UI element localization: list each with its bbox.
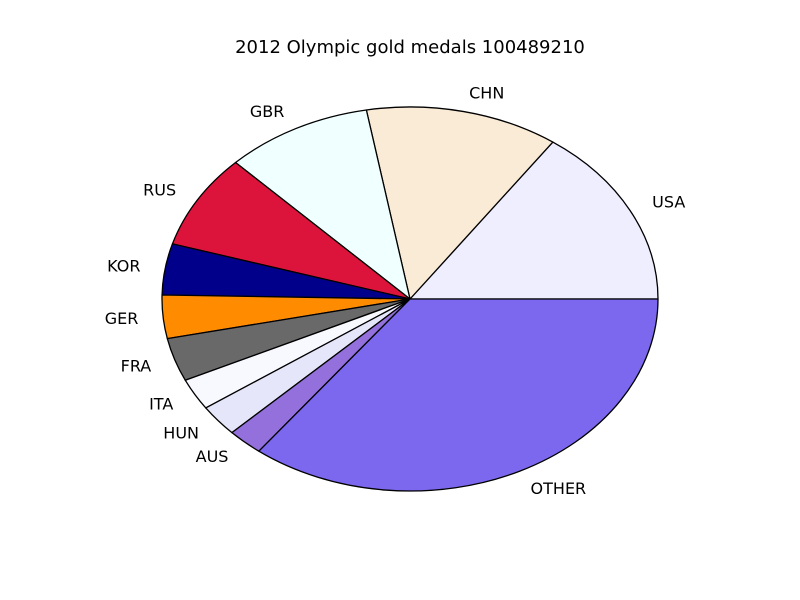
pie-labels: USA CHN GBR RUS KOR GER FRA ITA HUN AUS OTHER [105,83,686,498]
pie-slice-other [258,298,659,492]
pie-label-ger: GER [105,309,139,328]
pie-label-rus: RUS [143,181,176,200]
pie-label-fra: FRA [121,356,152,375]
pie-slice-usa [409,141,659,300]
pie-slice-rus [171,161,411,300]
pie-slices [161,106,659,492]
pie-label-hun: HUN [163,423,199,442]
pie-label-aus: AUS [196,447,229,466]
pie-label-kor: KOR [107,257,140,276]
pie-label-other: OTHER [531,479,587,498]
pie-label-usa: USA [652,192,685,211]
pie-slice-chn [365,106,554,300]
pie-slice-gbr [234,109,411,300]
chart-title: 2012 Olympic gold medals 100489210 [235,37,585,58]
pie-label-gbr: GBR [250,102,285,121]
pie-label-ita: ITA [149,394,173,413]
pie-label-chn: CHN [469,83,504,102]
